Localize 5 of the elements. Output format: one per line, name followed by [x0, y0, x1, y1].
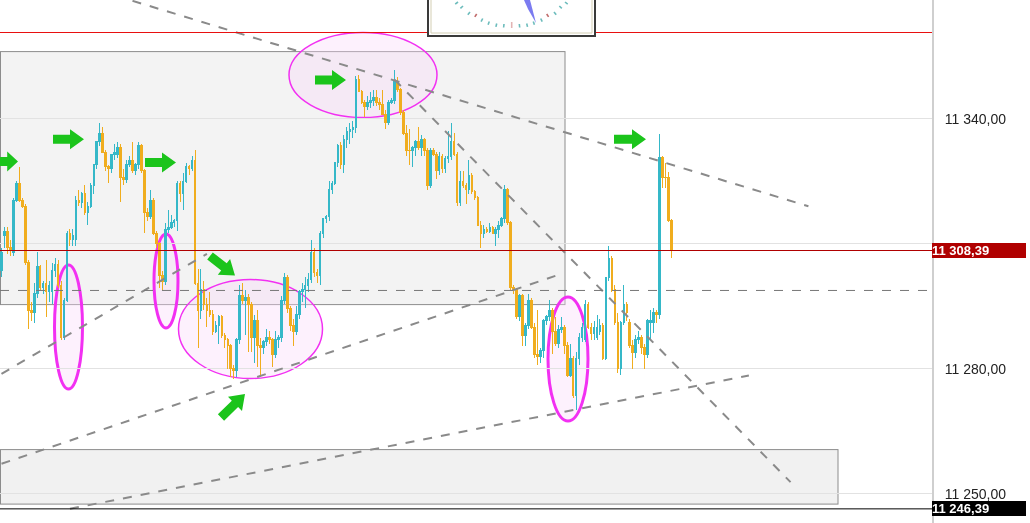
y-tick-label: 11 250,00 — [944, 485, 1007, 502]
y-tick-label: 11 280,00 — [944, 360, 1007, 377]
y-tick-label: 11 340,00 — [944, 110, 1007, 127]
ref-line-label: 11 308,39 — [932, 243, 990, 258]
ref-line-label: 11 246,39 — [932, 501, 990, 516]
